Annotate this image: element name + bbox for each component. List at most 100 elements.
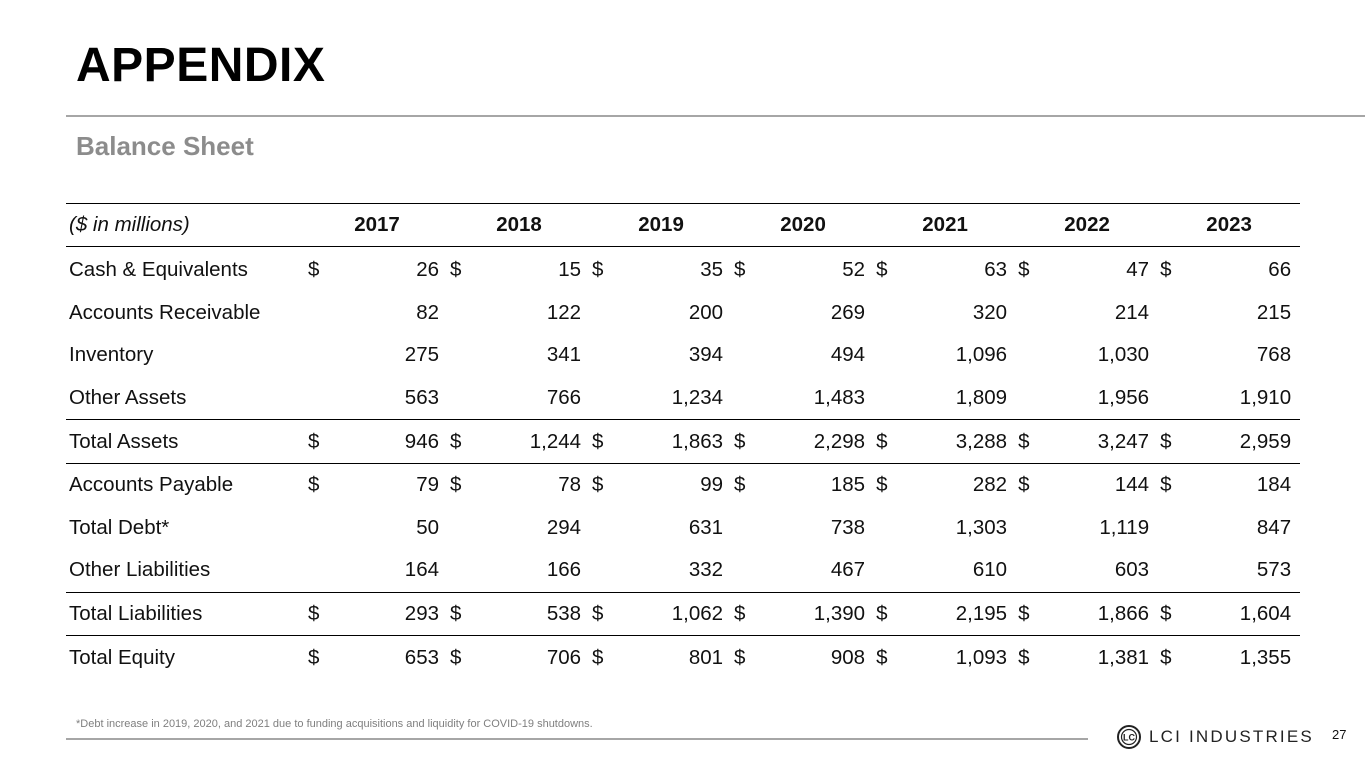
cell-value: 63 <box>984 258 1008 282</box>
cell-value: 294 <box>546 515 582 539</box>
cell-value: 3,247 <box>1042 419 1159 464</box>
currency-symbol <box>590 549 617 593</box>
currency-symbol: $ <box>590 592 617 637</box>
brand-name: LCI INDUSTRIES <box>1149 727 1314 746</box>
currency-symbol: $ <box>1018 645 1030 669</box>
currency-symbol: $ <box>732 419 759 464</box>
table-row: Total Equity $653 $706 $801 $908 $1,093 $1,381… <box>66 636 1300 679</box>
cell-value: 47 <box>1126 258 1150 282</box>
currency-symbol: $ <box>734 645 746 669</box>
currency-symbol: $ <box>306 592 332 637</box>
currency-symbol: $ <box>1160 258 1172 282</box>
cell-value: 1,030 <box>1097 343 1150 367</box>
currency-symbol <box>306 334 332 377</box>
currency-symbol: $ <box>734 473 746 497</box>
row-label: Other Liabilities <box>66 549 306 593</box>
currency-symbol <box>1016 292 1042 335</box>
currency-symbol <box>1016 334 1042 377</box>
currency-symbol: $ <box>1160 473 1172 497</box>
cell-value: 2,195 <box>900 592 1017 637</box>
cell-value: 269 <box>830 300 866 324</box>
cell-value: 1,604 <box>1184 592 1301 637</box>
cell-value: 1,483 <box>758 376 875 421</box>
logo-monogram: LC <box>1123 733 1135 743</box>
cell-value: 1,390 <box>758 592 875 637</box>
cell-value: 341 <box>546 343 582 367</box>
cell-value: 1,956 <box>1042 376 1159 421</box>
units-label: ($ in millions) <box>66 203 306 247</box>
currency-symbol <box>874 292 900 335</box>
cell-value: 467 <box>758 549 875 593</box>
currency-symbol <box>448 334 474 377</box>
cell-value: 200 <box>688 300 724 324</box>
currency-symbol: $ <box>1160 645 1172 669</box>
currency-symbol: $ <box>592 258 604 282</box>
row-label: Total Equity <box>69 645 175 669</box>
currency-symbol: $ <box>734 258 746 282</box>
footer-divider <box>66 738 1088 740</box>
currency-symbol <box>732 376 759 421</box>
currency-symbol <box>1158 334 1184 377</box>
row-label: Other Assets <box>66 376 306 421</box>
currency-symbol <box>590 376 617 421</box>
row-label: Total Liabilities <box>66 592 306 637</box>
currency-symbol: $ <box>1018 258 1030 282</box>
currency-symbol: $ <box>592 645 604 669</box>
currency-symbol: $ <box>306 419 332 464</box>
table-row: Accounts Payable $79 $78 $99 $185 $282 $144 $18… <box>66 463 1300 506</box>
currency-symbol <box>874 549 901 593</box>
currency-symbol <box>1158 292 1184 335</box>
cell-value: 35 <box>700 258 724 282</box>
row-label: Accounts Payable <box>69 473 234 497</box>
cell-value: 215 <box>1256 300 1292 324</box>
currency-symbol <box>306 376 332 421</box>
cell-value: 1,381 <box>1097 645 1150 669</box>
row-label: Inventory <box>69 343 154 367</box>
currency-symbol: $ <box>450 645 462 669</box>
row-label: Total Assets <box>66 419 306 464</box>
currency-symbol <box>448 507 474 550</box>
cell-value: 320 <box>972 300 1008 324</box>
cell-value: 1,355 <box>1239 645 1292 669</box>
currency-symbol: $ <box>308 258 320 282</box>
cell-value: 768 <box>1256 343 1292 367</box>
row-label: Cash & Equivalents <box>69 258 248 282</box>
currency-symbol: $ <box>1158 592 1185 637</box>
currency-symbol: $ <box>1016 592 1043 637</box>
cell-value: 394 <box>688 343 724 367</box>
brand-logo: LC LCI INDUSTRIES <box>1117 725 1314 749</box>
cell-value: 66 <box>1268 258 1292 282</box>
cell-value: 3,288 <box>900 419 1017 464</box>
currency-symbol <box>448 376 475 421</box>
currency-symbol: $ <box>876 645 888 669</box>
currency-symbol <box>874 334 900 377</box>
row-label: Total Debt* <box>69 515 170 539</box>
cell-value: 1,244 <box>474 419 591 464</box>
table-row: Total Assets $946 $1,244 $1,863 $2,298 $3,288… <box>66 419 1301 464</box>
currency-symbol: $ <box>876 473 888 497</box>
cell-value: 1,234 <box>616 376 733 421</box>
year-header: 2023 <box>1158 203 1301 247</box>
balance-sheet-body: Cash & Equivalents $26 $15 $35 $52 $63 $47 $66 A… <box>66 247 1301 679</box>
page-title: APPENDIX <box>76 39 326 92</box>
currency-symbol: $ <box>590 419 617 464</box>
currency-symbol <box>732 292 758 335</box>
currency-symbol <box>590 507 616 550</box>
table-row: Cash & Equivalents $26 $15 $35 $52 $63 $47 $66 <box>66 247 1300 292</box>
cell-value: 847 <box>1256 515 1292 539</box>
cell-value: 610 <box>900 549 1017 593</box>
currency-symbol: $ <box>592 473 604 497</box>
currency-symbol: $ <box>1016 419 1043 464</box>
cell-value: 1,910 <box>1184 376 1301 421</box>
cell-value: 50 <box>416 515 440 539</box>
cell-value: 15 <box>558 258 582 282</box>
currency-symbol: $ <box>448 592 475 637</box>
cell-value: 494 <box>830 343 866 367</box>
lci-logo-icon: LC <box>1117 725 1141 749</box>
cell-value: 99 <box>700 473 724 497</box>
cell-value: 122 <box>546 300 582 324</box>
currency-symbol: $ <box>1018 473 1030 497</box>
currency-symbol: $ <box>308 645 320 669</box>
currency-symbol: $ <box>876 258 888 282</box>
currency-symbol: $ <box>874 419 901 464</box>
